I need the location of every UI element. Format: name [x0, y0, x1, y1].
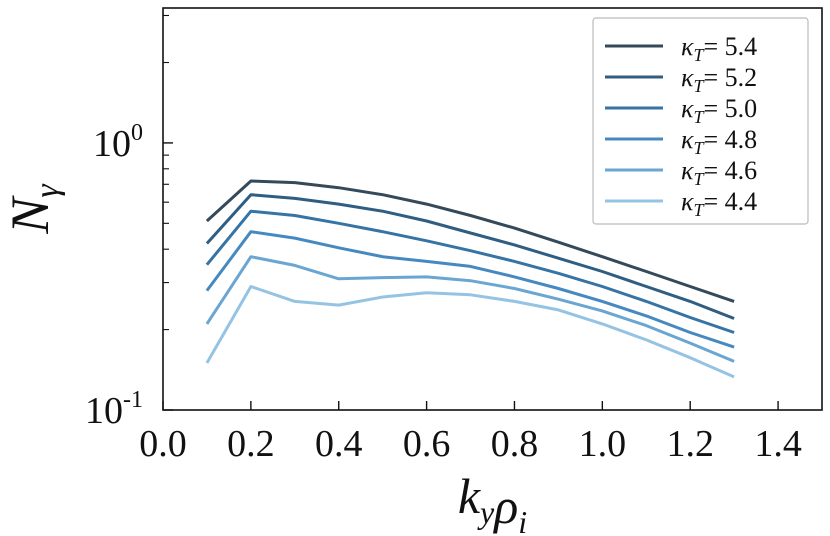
- y-tick-label: 10-1: [85, 387, 143, 432]
- x-axis-ticks: 0.0 0.2 0.4 0.6 0.8 1.0 1.2 1.4: [139, 401, 802, 465]
- x-tick-label: 0.8: [491, 423, 539, 465]
- x-tick-label: 1.4: [754, 423, 802, 465]
- series-line-4: [205, 255, 735, 363]
- series-line-2: [205, 209, 735, 334]
- x-tick-label: 0.0: [139, 423, 187, 465]
- legend-label-5: κT= 4.4: [681, 187, 757, 220]
- legend-label-1: κT= 5.2: [681, 63, 757, 96]
- x-tick-label: 0.2: [227, 423, 275, 465]
- series-line-1: [205, 193, 735, 320]
- x-axis-label: kyρi: [458, 468, 527, 536]
- series-line-0: [205, 179, 735, 303]
- series-line-3: [205, 230, 735, 349]
- legend-label-3: κT= 4.8: [681, 125, 757, 158]
- legend: κT= 5.4κT= 5.2κT= 5.0κT= 4.8κT= 4.6κT= 4…: [592, 17, 809, 225]
- legend-label-4: κT= 4.6: [681, 156, 757, 189]
- y-axis-label: Nγ: [0, 183, 66, 235]
- plot-frame: [162, 7, 823, 411]
- series-line-5: [205, 285, 735, 379]
- legend-box: [592, 17, 809, 225]
- series-lines: [205, 179, 735, 379]
- legend-label-2: κT= 5.0: [681, 94, 757, 127]
- x-tick-label: 0.6: [403, 423, 451, 465]
- x-tick-label: 0.4: [315, 423, 363, 465]
- y-tick-label: 100: [93, 120, 143, 165]
- y-axis-ticks: 10-1 100: [85, 14, 173, 432]
- x-tick-label: 1.0: [579, 423, 627, 465]
- x-tick-label: 1.2: [666, 423, 714, 465]
- legend-label-0: κT= 5.4: [681, 32, 757, 65]
